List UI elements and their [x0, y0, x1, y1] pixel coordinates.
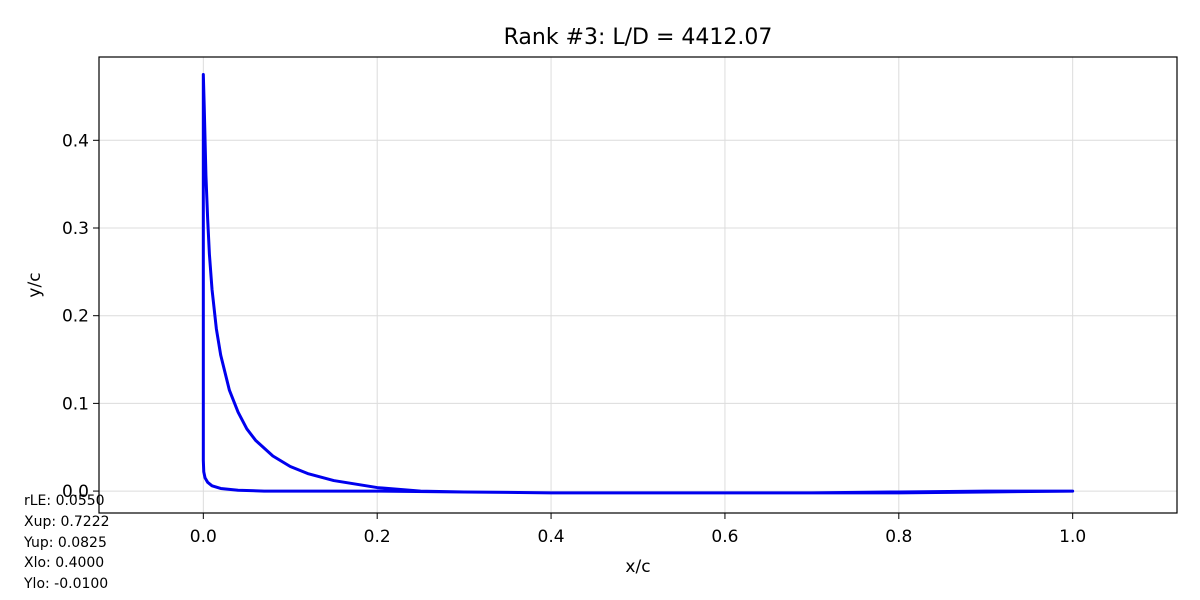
y-tick-label: 0.0: [62, 482, 89, 502]
y-axis-label: y/c: [25, 272, 45, 297]
y-tick-label: 0.2: [62, 307, 89, 327]
y-tick-label: 0.3: [62, 219, 89, 239]
param-rle: rLE: 0.0550: [24, 493, 105, 509]
airfoil-curve: [201, 73, 1075, 495]
x-tick-label: 0.8: [885, 527, 912, 547]
param-ylo: Ylo: -0.0100: [23, 576, 108, 592]
param-yup: Yup: 0.0825: [23, 535, 107, 551]
x-tick-label: 0.4: [538, 527, 565, 547]
x-axis-label: x/c: [625, 557, 650, 577]
x-tick-label: 0.0: [190, 527, 217, 547]
y-tick-label: 0.4: [62, 131, 89, 151]
y-tick-label: 0.1: [62, 394, 89, 414]
x-tick-label: 0.6: [711, 527, 738, 547]
y-ticks: 0.0 0.1 0.2 0.3 0.4: [62, 131, 99, 502]
param-xlo: Xlo: 0.4000: [24, 555, 104, 571]
plot-frame: [98, 56, 1178, 514]
x-tick-label: 1.0: [1059, 527, 1086, 547]
parameter-annotations: rLE: 0.0550 Xup: 0.7222 Yup: 0.0825 Xlo:…: [23, 493, 110, 592]
x-tick-label: 0.2: [364, 527, 391, 547]
x-ticks: 0.0 0.2 0.4 0.6 0.8 1.0: [190, 513, 1086, 547]
param-xup: Xup: 0.7222: [24, 514, 110, 530]
chart-title: Rank #3: L/D = 4412.07: [504, 25, 773, 50]
